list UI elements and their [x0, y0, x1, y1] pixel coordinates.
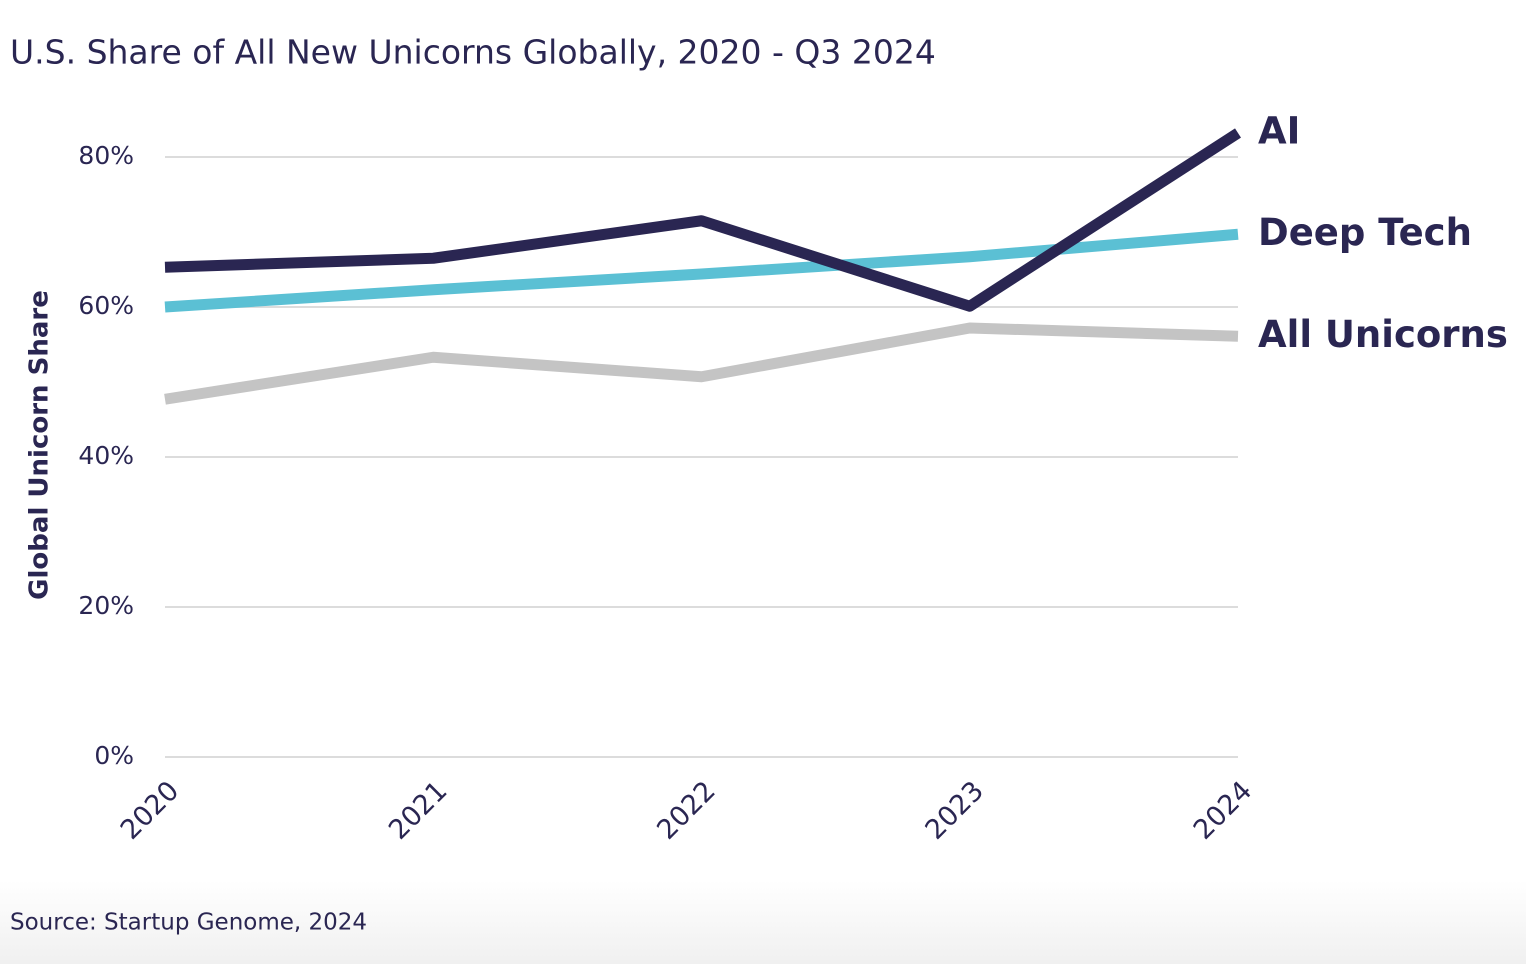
y-tick-label: 60%	[78, 291, 134, 320]
y-tick-label: 0%	[94, 741, 134, 770]
legend-label: AI	[1258, 110, 1300, 153]
y-axis-label: Global Unicorn Share	[25, 290, 55, 600]
y-tick-label: 80%	[78, 141, 134, 170]
series-line	[164, 228, 1239, 313]
x-tick-label: 2022	[651, 775, 722, 846]
x-tick-label: 2021	[383, 775, 454, 846]
legend-label: All Unicorns	[1258, 313, 1508, 356]
y-tick-label: 20%	[78, 591, 134, 620]
y-tick-label: 40%	[78, 441, 134, 470]
x-tick-label: 2023	[919, 775, 990, 846]
x-tick-label: 2024	[1188, 775, 1259, 846]
footer-bg	[0, 880, 1526, 964]
x-tick-label: 2020	[115, 775, 186, 846]
series-line	[164, 128, 1241, 312]
chart-title: U.S. Share of All New Unicorns Globally,…	[10, 33, 936, 72]
series-line	[164, 322, 1239, 405]
legend-label: Deep Tech	[1258, 211, 1472, 254]
source: Source: Startup Genome, 2024	[10, 910, 367, 936]
